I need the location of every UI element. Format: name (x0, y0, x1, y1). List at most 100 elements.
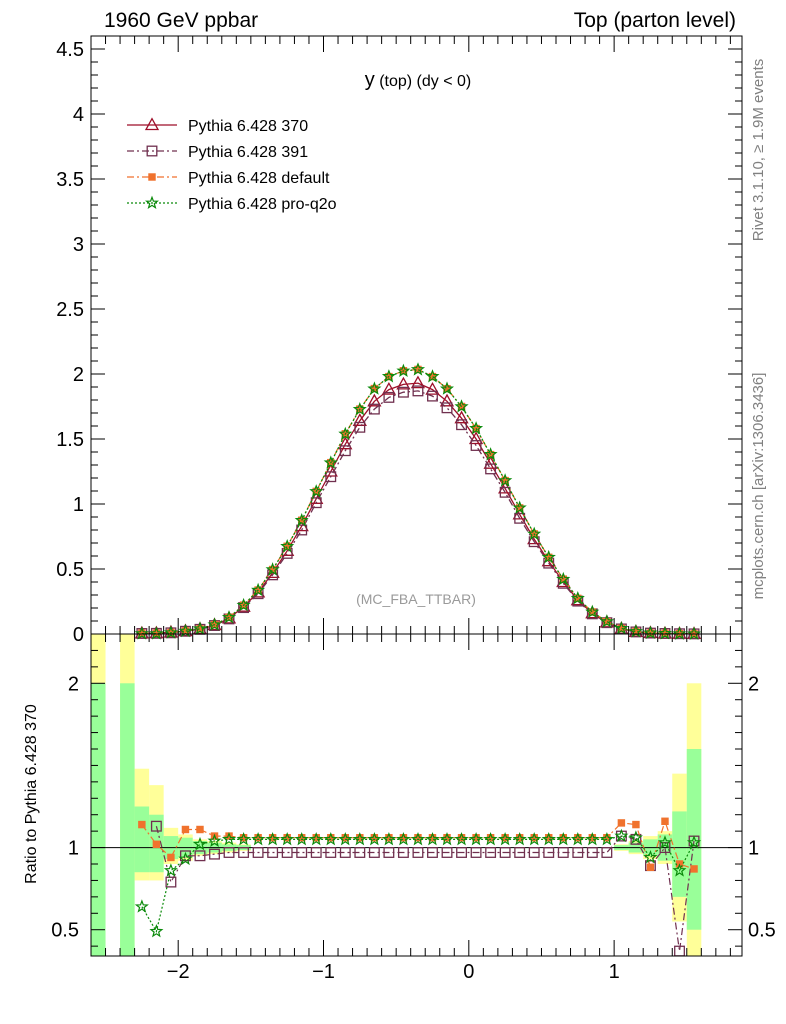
ratio-data-point (472, 833, 480, 842)
y-tick-label: 0.5 (56, 559, 84, 581)
ratio-y-tick-label-right: 0.5 (748, 920, 776, 942)
ratio-data-point (238, 847, 250, 858)
ratio-y-tick-label-right: 1 (748, 838, 759, 860)
ratio-data-point (309, 832, 324, 846)
ratio-data-point (385, 833, 393, 842)
ratio-data-point (323, 832, 338, 846)
legend-label: Pythia 6.428 pro-q2o (188, 196, 337, 213)
data-point (541, 549, 556, 564)
legend-marker (146, 145, 158, 157)
ratio-data-point (441, 847, 453, 858)
data-point (614, 620, 629, 635)
ratio-data-point (180, 850, 191, 862)
data-point (412, 385, 424, 397)
ratio-data-point (545, 833, 553, 842)
data-point (323, 455, 338, 469)
ratio-data-point (570, 832, 585, 846)
uncertainty-band-outer (91, 634, 702, 956)
data-point (470, 440, 482, 451)
ratio-data-point (672, 863, 687, 877)
band-segment (120, 683, 135, 956)
data-point (338, 436, 353, 450)
y-tick-label: 0 (73, 624, 84, 646)
data-point (192, 621, 208, 635)
ratio-data-point (439, 832, 455, 846)
ratio-data-point (352, 832, 367, 846)
series-line (141, 368, 695, 635)
legend-entry: Pythia 6.428 391 (127, 144, 308, 161)
ratio-data-point (339, 847, 351, 858)
ratio-data-point (356, 833, 364, 842)
ratio-data-point (601, 847, 613, 858)
ratio-data-point (443, 833, 451, 842)
ratio-data-point (383, 847, 395, 858)
data-point (368, 403, 380, 415)
data-point (485, 463, 497, 475)
x-tick-label: −2 (167, 961, 190, 983)
legend-marker (144, 195, 160, 209)
ratio-data-point (501, 833, 509, 842)
data-point (588, 608, 597, 616)
ratio-data-point (280, 832, 295, 846)
ratio-data-point (283, 833, 291, 842)
ratio-data-point (381, 832, 396, 846)
legend-label: Pythia 6.428 default (188, 170, 330, 187)
ratio-data-point (628, 830, 643, 844)
ratio-data-point (614, 828, 629, 843)
header-right: Top (parton level) (574, 9, 736, 32)
ratio-data-point (588, 833, 597, 842)
data-point (265, 562, 280, 576)
data-point (501, 476, 509, 485)
ratio-data-point (617, 819, 626, 827)
ratio-data-point (427, 847, 438, 858)
ratio-data-point (428, 833, 437, 842)
ratio-data-point (252, 847, 264, 858)
ratio-data-point (397, 847, 409, 858)
ratio-data-point (498, 832, 513, 846)
ratio-data-point (572, 847, 584, 858)
legend-marker (144, 117, 160, 131)
ratio-data-point (483, 832, 498, 846)
legend-entry: Pythia 6.428 default (127, 170, 330, 187)
ratio-series-1 (150, 820, 700, 957)
data-point (499, 486, 511, 498)
ratio-data-point (325, 847, 337, 858)
band-segment (134, 806, 150, 873)
data-point (427, 390, 438, 402)
data-point (309, 484, 324, 498)
legend-marker (148, 173, 156, 181)
data-point (686, 626, 702, 640)
ratio-data-point (267, 847, 279, 858)
ratio-data-point (515, 833, 524, 842)
data-point (556, 571, 571, 586)
data-point (512, 500, 527, 514)
x-tick-label: 1 (609, 961, 620, 983)
data-point (196, 625, 204, 633)
ratio-data-point (603, 833, 611, 842)
ratio-data-point (528, 847, 540, 858)
ratio-data-point (559, 833, 567, 842)
rivet-label: Rivet 3.1.10, ≥ 1.9M events (750, 59, 767, 242)
data-point (657, 626, 673, 640)
ratio-data-point (341, 833, 350, 842)
data-point (439, 393, 455, 407)
plot-title: y (top) (dy < 0) (365, 69, 471, 91)
data-point (672, 626, 687, 640)
y-tick-label: 2 (73, 364, 84, 386)
data-point (268, 565, 277, 574)
data-point (617, 624, 626, 633)
ratio-y-tick-label: 2 (68, 673, 79, 695)
data-point (632, 627, 640, 636)
ratio-axis-ticks: −2 −1 0 1 0.5 0.5 1 1 2 2 (51, 634, 776, 983)
ratio-data-point (134, 899, 149, 913)
ratio-data-point (586, 847, 598, 858)
ratio-data-point (486, 833, 495, 842)
main-plot: 0 0.5 1 1.5 2 2.5 3 3.5 4 4.5 y (top) (dy < 0) (M… (56, 35, 743, 646)
data-point (468, 431, 484, 445)
ratio-data-point (412, 847, 424, 858)
ratio-data-point (297, 833, 306, 842)
band-segment (686, 749, 702, 930)
ratio-data-point (456, 847, 467, 858)
ratio-data-point (209, 848, 220, 860)
ratio-data-point (657, 835, 673, 849)
